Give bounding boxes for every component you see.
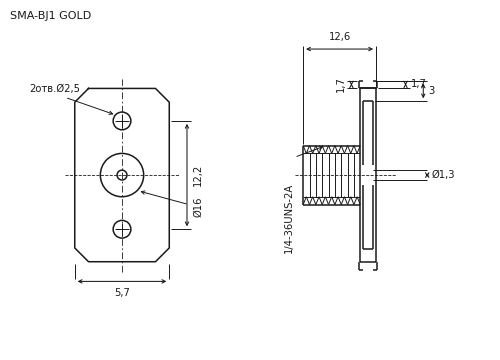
Text: 12,2: 12,2 [193,164,203,186]
Text: 12,6: 12,6 [328,32,350,42]
Text: Ø16: Ø16 [193,196,203,217]
Text: 2отв.Ø2,5: 2отв.Ø2,5 [30,84,80,94]
Text: SMA-BJ1 GOLD: SMA-BJ1 GOLD [10,11,91,21]
Text: 5,7: 5,7 [114,288,130,298]
Text: 1/4-36UNS-2A: 1/4-36UNS-2A [284,183,294,253]
Text: 1,7: 1,7 [410,80,426,90]
Text: 3: 3 [428,86,434,96]
Text: Ø1,3: Ø1,3 [431,170,454,180]
Text: 1,7: 1,7 [336,77,345,93]
